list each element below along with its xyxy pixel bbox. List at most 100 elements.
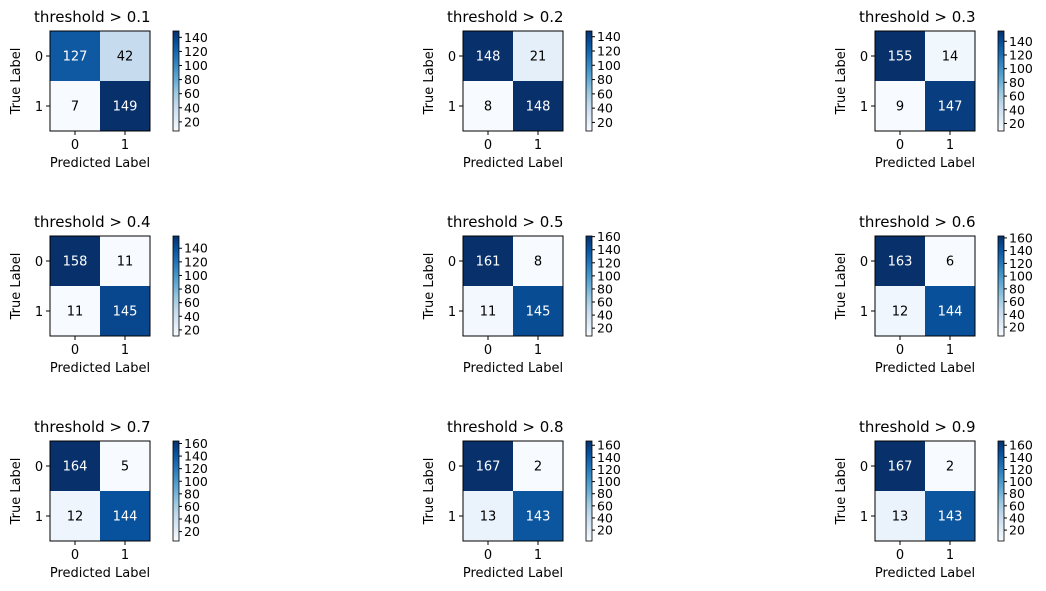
confusion-matrix-panel-6: threshold > 0.6 163 6 12 144 0 1 0 1 Predicted La… [834, 213, 1033, 376]
colorbar-tick-label: 120 [1009, 462, 1033, 477]
panel-title: threshold > 0.6 [859, 213, 976, 231]
matrix-cell-value: 143 [526, 510, 551, 525]
matrix-cell-value: 144 [113, 510, 138, 525]
colorbar-tick-label: 40 [597, 101, 613, 116]
x-axis-label: Predicted Label [50, 156, 150, 171]
y-tick-label: 1 [35, 100, 43, 115]
colorbar-tick-label: 160 [1009, 438, 1033, 453]
matrix-cell-value: 5 [121, 460, 129, 475]
matrix-cell-value: 143 [938, 510, 963, 525]
colorbar-tick-label: 160 [597, 438, 621, 453]
colorbar-tick-label: 140 [597, 29, 621, 44]
matrix-cell [100, 81, 150, 131]
y-tick-label: 0 [35, 255, 43, 270]
confusion-matrix-panel-7: threshold > 0.7 164 5 12 144 0 1 0 1 Predicted La… [9, 418, 208, 581]
colorbar-tick-label: 120 [597, 44, 621, 59]
colorbar-tick-label: 20 [184, 114, 200, 129]
colorbar-tick-label: 100 [1009, 474, 1033, 489]
panel-title: threshold > 0.7 [34, 418, 151, 436]
y-tick-label: 0 [448, 460, 456, 475]
colorbar-tick-label: 120 [184, 44, 208, 59]
matrix-cell [925, 491, 975, 541]
colorbar-tick-label: 100 [1009, 61, 1033, 76]
matrix-cell [513, 81, 563, 131]
matrix-cell-value: 42 [117, 50, 134, 65]
colorbar-tick-label: 140 [597, 450, 621, 465]
panel-title: threshold > 0.1 [34, 8, 151, 26]
y-tick-label: 1 [448, 305, 456, 320]
matrix-cell [50, 31, 100, 81]
y-axis-label: True Label [834, 48, 849, 116]
y-tick-label: 0 [860, 50, 868, 65]
matrix-cell [513, 286, 563, 336]
confusion-matrix-panel-8: threshold > 0.8 167 2 13 143 0 1 0 1 Predicted La… [422, 418, 621, 581]
y-tick-label: 1 [860, 305, 868, 320]
y-axis-label: True Label [422, 458, 437, 526]
colorbar-tick-label: 40 [184, 100, 200, 115]
matrix-cell [463, 81, 513, 131]
matrix-cell-value: 7 [71, 100, 79, 115]
x-tick-label: 0 [71, 138, 79, 153]
panel-title: threshold > 0.9 [859, 418, 976, 436]
colorbar-tick-label: 40 [184, 309, 200, 324]
colorbar-tick-label: 100 [184, 268, 208, 283]
panel-title: threshold > 0.4 [34, 213, 151, 231]
colorbar-tick-label: 80 [1009, 75, 1025, 90]
y-tick-label: 1 [448, 510, 456, 525]
colorbar-tick-label: 120 [597, 462, 621, 477]
x-tick-label: 0 [484, 138, 492, 153]
matrix-cell [513, 31, 563, 81]
colorbar-tick-label: 160 [597, 229, 621, 244]
matrix-cell-value: 12 [67, 510, 84, 525]
colorbar-tick-label: 100 [597, 58, 621, 73]
heatmap-frame [462, 235, 564, 337]
matrix-cell-value: 12 [892, 305, 909, 320]
matrix-cell [100, 286, 150, 336]
x-tick-label: 0 [484, 343, 492, 358]
colorbar-tick-label: 20 [597, 523, 613, 538]
heatmap-frame [462, 440, 564, 542]
colorbar-tick-label: 60 [1009, 294, 1025, 309]
confusion-matrix-panel-2: threshold > 0.2 148 21 8 148 0 1 0 1 Predicted La… [422, 8, 621, 171]
matrix-cell [875, 31, 925, 81]
colorbar-tick-label: 120 [184, 461, 208, 476]
heatmap-frame [49, 30, 151, 132]
y-tick-label: 1 [35, 305, 43, 320]
colorbar-tick-label: 120 [1009, 47, 1033, 62]
matrix-cell [875, 441, 925, 491]
colorbar-tick-label: 20 [184, 322, 200, 337]
colorbar-tick-label: 100 [1009, 269, 1033, 284]
colorbar-tick-label: 20 [1009, 116, 1025, 131]
matrix-cell-value: 13 [892, 510, 909, 525]
x-tick-label: 0 [896, 138, 904, 153]
y-tick-label: 0 [35, 50, 43, 65]
matrix-cell-value: 13 [480, 510, 497, 525]
x-tick-label: 1 [121, 548, 129, 563]
y-tick-label: 1 [35, 510, 43, 525]
x-tick-label: 0 [71, 343, 79, 358]
matrix-cell [463, 491, 513, 541]
y-axis-label: True Label [422, 253, 437, 321]
x-tick-label: 1 [534, 343, 542, 358]
matrix-cell-value: 155 [888, 50, 913, 65]
panel-title: threshold > 0.2 [447, 8, 564, 26]
colorbar-tick-label: 80 [184, 486, 200, 501]
colorbar-tick-label: 20 [597, 321, 613, 336]
colorbar [997, 440, 1005, 542]
colorbar-tick-label: 40 [1009, 102, 1025, 117]
matrix-cell [50, 286, 100, 336]
colorbar-tick-label: 40 [184, 511, 200, 526]
matrix-cell [50, 491, 100, 541]
matrix-cell-value: 148 [476, 50, 501, 65]
matrix-cell-value: 11 [67, 305, 84, 320]
matrix-cell [513, 491, 563, 541]
matrix-cell [925, 441, 975, 491]
confusion-matrix-panel-1: threshold > 0.1 127 42 7 149 0 1 0 1 Predicted La… [9, 8, 208, 171]
colorbar-tick-label: 60 [184, 295, 200, 310]
matrix-cell [925, 81, 975, 131]
confusion-matrix-panel-4: threshold > 0.4 158 11 11 145 0 1 0 1 Predicted L… [9, 213, 208, 376]
colorbar-tick-label: 60 [1009, 498, 1025, 513]
colorbar-tick-label: 140 [597, 242, 621, 257]
confusion-matrix-panel-3: threshold > 0.3 155 14 9 147 0 1 0 1 Predicted La… [834, 8, 1033, 171]
